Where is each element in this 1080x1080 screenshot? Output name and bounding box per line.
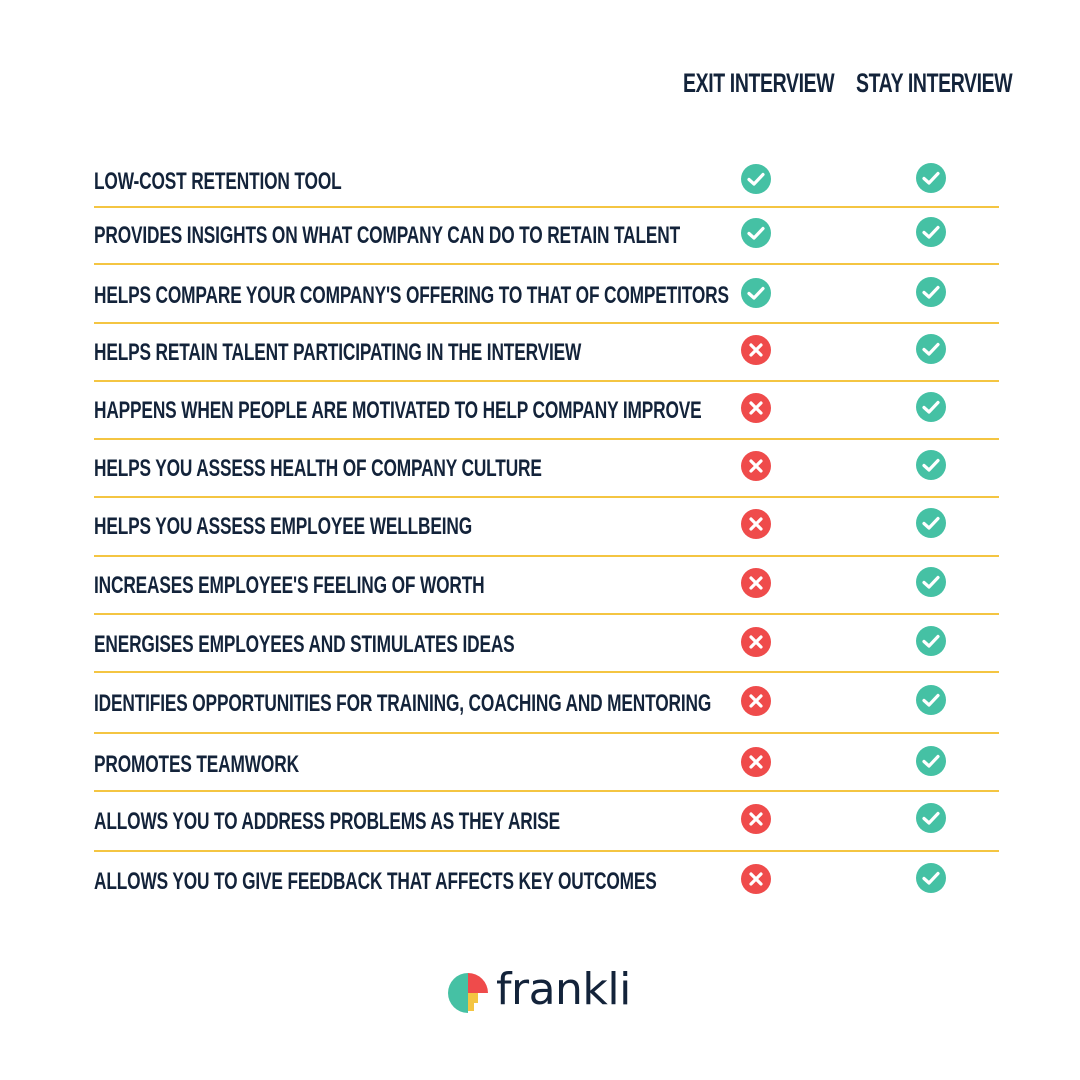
table-row: HELPS COMPARE YOUR COMPANY'S OFFERING TO… bbox=[94, 277, 999, 322]
row-label: PROMOTES TEAMWORK bbox=[94, 751, 299, 778]
stay-check-icon bbox=[915, 684, 947, 716]
row-label: PROVIDES INSIGHTS ON WHAT COMPANY CAN DO… bbox=[94, 222, 681, 249]
row-label: HELPS RETAIN TALENT PARTICIPATING IN THE… bbox=[94, 339, 582, 366]
exit-cross-icon bbox=[740, 450, 772, 482]
row-label: ALLOWS YOU TO GIVE FEEDBACK THAT AFFECTS… bbox=[94, 868, 657, 895]
row-label: HAPPENS WHEN PEOPLE ARE MOTIVATED TO HEL… bbox=[94, 397, 702, 424]
table-row: HAPPENS WHEN PEOPLE ARE MOTIVATED TO HEL… bbox=[94, 392, 999, 437]
row-divider bbox=[94, 671, 999, 673]
exit-check-icon bbox=[740, 163, 772, 195]
exit-cross-icon bbox=[740, 626, 772, 658]
exit-cross-icon bbox=[740, 863, 772, 895]
row-label: HELPS COMPARE YOUR COMPANY'S OFFERING TO… bbox=[94, 282, 729, 309]
stay-check-icon bbox=[915, 566, 947, 598]
stay-check-icon bbox=[915, 745, 947, 777]
row-label: INCREASES EMPLOYEE'S FEELING OF WORTH bbox=[94, 572, 485, 599]
stay-check-icon bbox=[915, 802, 947, 834]
row-divider bbox=[94, 263, 999, 265]
stay-check-icon bbox=[915, 162, 947, 194]
row-divider bbox=[94, 850, 999, 852]
row-divider bbox=[94, 322, 999, 324]
table-row: ALLOWS YOU TO GIVE FEEDBACK THAT AFFECTS… bbox=[94, 863, 999, 908]
row-label: IDENTIFIES OPPORTUNITIES FOR TRAINING, C… bbox=[94, 690, 712, 717]
stay-check-icon bbox=[915, 862, 947, 894]
exit-cross-icon bbox=[740, 334, 772, 366]
exit-check-icon bbox=[740, 217, 772, 249]
stay-check-icon bbox=[915, 216, 947, 248]
table-row: LOW-COST RETENTION TOOL bbox=[94, 163, 999, 208]
exit-cross-icon bbox=[740, 803, 772, 835]
exit-cross-icon bbox=[740, 567, 772, 599]
row-divider bbox=[94, 438, 999, 440]
column-header-exit-interview: EXIT INTERVIEW bbox=[683, 68, 835, 98]
table-row: HELPS YOU ASSESS HEALTH OF COMPANY CULTU… bbox=[94, 450, 999, 495]
table-row: INCREASES EMPLOYEE'S FEELING OF WORTH bbox=[94, 567, 999, 612]
exit-cross-icon bbox=[740, 746, 772, 778]
row-label: HELPS YOU ASSESS HEALTH OF COMPANY CULTU… bbox=[94, 455, 542, 482]
stay-check-icon bbox=[915, 391, 947, 423]
row-divider bbox=[94, 790, 999, 792]
table-row: ALLOWS YOU TO ADDRESS PROBLEMS AS THEY A… bbox=[94, 803, 999, 848]
row-label: ALLOWS YOU TO ADDRESS PROBLEMS AS THEY A… bbox=[94, 808, 561, 835]
stay-check-icon bbox=[915, 333, 947, 365]
frankli-logo-icon bbox=[448, 973, 488, 1013]
stay-check-icon bbox=[915, 507, 947, 539]
table-row: HELPS YOU ASSESS EMPLOYEE WELLBEING bbox=[94, 508, 999, 553]
logo-wordmark: frankli bbox=[496, 964, 631, 1015]
row-divider bbox=[94, 380, 999, 382]
exit-cross-icon bbox=[740, 392, 772, 424]
row-divider bbox=[94, 613, 999, 615]
table-row: PROVIDES INSIGHTS ON WHAT COMPANY CAN DO… bbox=[94, 217, 999, 262]
row-divider bbox=[94, 496, 999, 498]
row-label: ENERGISES EMPLOYEES AND STIMULATES IDEAS bbox=[94, 631, 515, 658]
table-row: ENERGISES EMPLOYEES AND STIMULATES IDEAS bbox=[94, 626, 999, 671]
column-header-stay-interview: STAY INTERVIEW bbox=[856, 68, 1013, 98]
table-row: PROMOTES TEAMWORK bbox=[94, 746, 999, 791]
row-label: HELPS YOU ASSESS EMPLOYEE WELLBEING bbox=[94, 513, 473, 540]
stay-check-icon bbox=[915, 276, 947, 308]
row-divider bbox=[94, 206, 999, 208]
exit-cross-icon bbox=[740, 508, 772, 540]
row-label: LOW-COST RETENTION TOOL bbox=[94, 168, 342, 195]
table-row: HELPS RETAIN TALENT PARTICIPATING IN THE… bbox=[94, 334, 999, 379]
stay-check-icon bbox=[915, 449, 947, 481]
stay-check-icon bbox=[915, 625, 947, 657]
row-divider bbox=[94, 732, 999, 734]
row-divider bbox=[94, 555, 999, 557]
exit-check-icon bbox=[740, 277, 772, 309]
exit-cross-icon bbox=[740, 685, 772, 717]
table-row: IDENTIFIES OPPORTUNITIES FOR TRAINING, C… bbox=[94, 685, 999, 730]
